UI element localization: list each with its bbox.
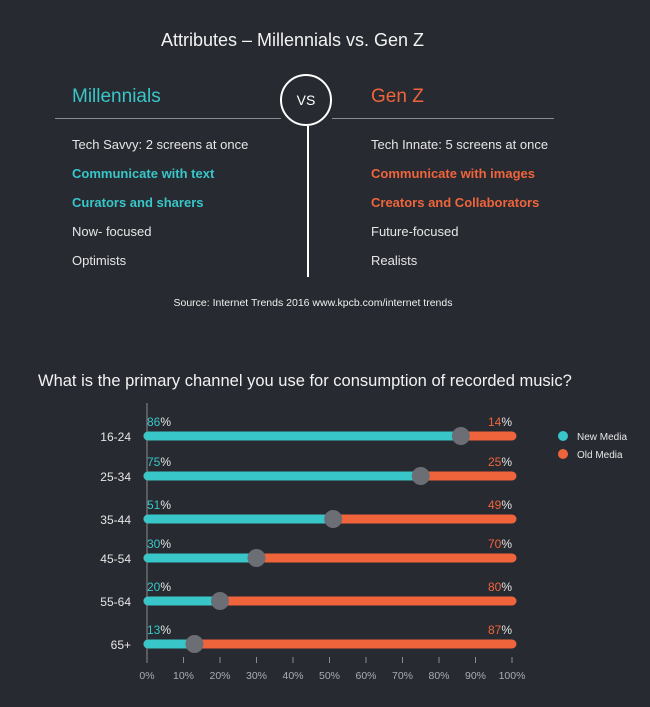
x-tick-label: 70% [392,670,413,682]
new-media-value-label: 75% [147,455,171,469]
x-tick-label: 30% [246,670,267,682]
split-knob [211,592,229,610]
genz-trait: Tech Innate: 5 screens at once [371,137,549,152]
vs-badge: VS [280,74,332,126]
new-media-value-label: 30% [147,537,171,551]
old-media-value-label: 49% [488,498,512,512]
old-media-value-label: 70% [488,537,512,551]
x-tick-label: 50% [319,670,340,682]
attributes-title: Attributes – Millennials vs. Gen Z [160,30,425,50]
split-knob [451,427,470,445]
genz-trait: Future-focused [371,224,459,239]
x-tick-label: 90% [465,670,486,682]
genz-trait: Communicate with images [371,166,535,181]
genz-trait: Realists [371,253,418,268]
old-media-value-label: 80% [488,580,512,594]
split-knob [324,510,343,528]
category-label: 45-54 [100,552,131,566]
x-tick-label: 20% [209,670,230,682]
new-media-value-label: 13% [147,623,171,637]
old-media-value-label: 87% [488,623,512,637]
music-channel-chart: 16-24 86% 14% 25-34 75% 25% 35-44 51% 49% 45-54 30… [100,403,627,682]
x-tick-label: 0% [139,670,154,682]
split-knob [185,635,204,653]
split-knob [247,549,266,567]
x-tick-label: 80% [428,670,449,682]
legend-swatch [558,431,568,441]
old-media-value-label: 25% [488,455,512,469]
source-note: Source: Internet Trends 2016 www.kpcb.co… [173,297,453,309]
new-media-value-label: 86% [147,415,171,429]
legend-label: New Media [577,432,627,443]
x-tick-label: 10% [173,670,194,682]
x-tick-label: 40% [282,670,303,682]
divider-right [332,118,554,119]
genz-trait: Creators and Collaborators [371,195,540,210]
chart-title: What is the primary channel you use for … [38,372,572,390]
category-label: 55-64 [100,595,131,609]
vs-vertical-line [307,126,309,277]
new-media-value-label: 51% [147,498,171,512]
millennials-trait: Optimists [72,253,127,268]
x-tick-label: 60% [355,670,376,682]
category-label: 35-44 [100,513,131,527]
category-label: 65+ [111,638,131,652]
millennials-trait: Now- focused [72,224,152,239]
legend-swatch [558,449,568,459]
genz-heading: Gen Z [371,86,424,107]
millennials-trait: Curators and sharers [72,195,204,210]
millennials-trait: Tech Savvy: 2 screens at once [72,137,249,152]
millennials-trait: Communicate with text [72,166,215,181]
divider-left [55,118,281,119]
split-knob [411,467,430,485]
new-media-value-label: 20% [147,580,171,594]
category-label: 16-24 [100,430,131,444]
category-label: 25-34 [100,470,131,484]
old-media-value-label: 14% [488,415,512,429]
legend-label: Old Media [577,450,623,461]
x-tick-label: 100% [499,670,526,682]
millennials-heading: Millennials [72,86,161,107]
